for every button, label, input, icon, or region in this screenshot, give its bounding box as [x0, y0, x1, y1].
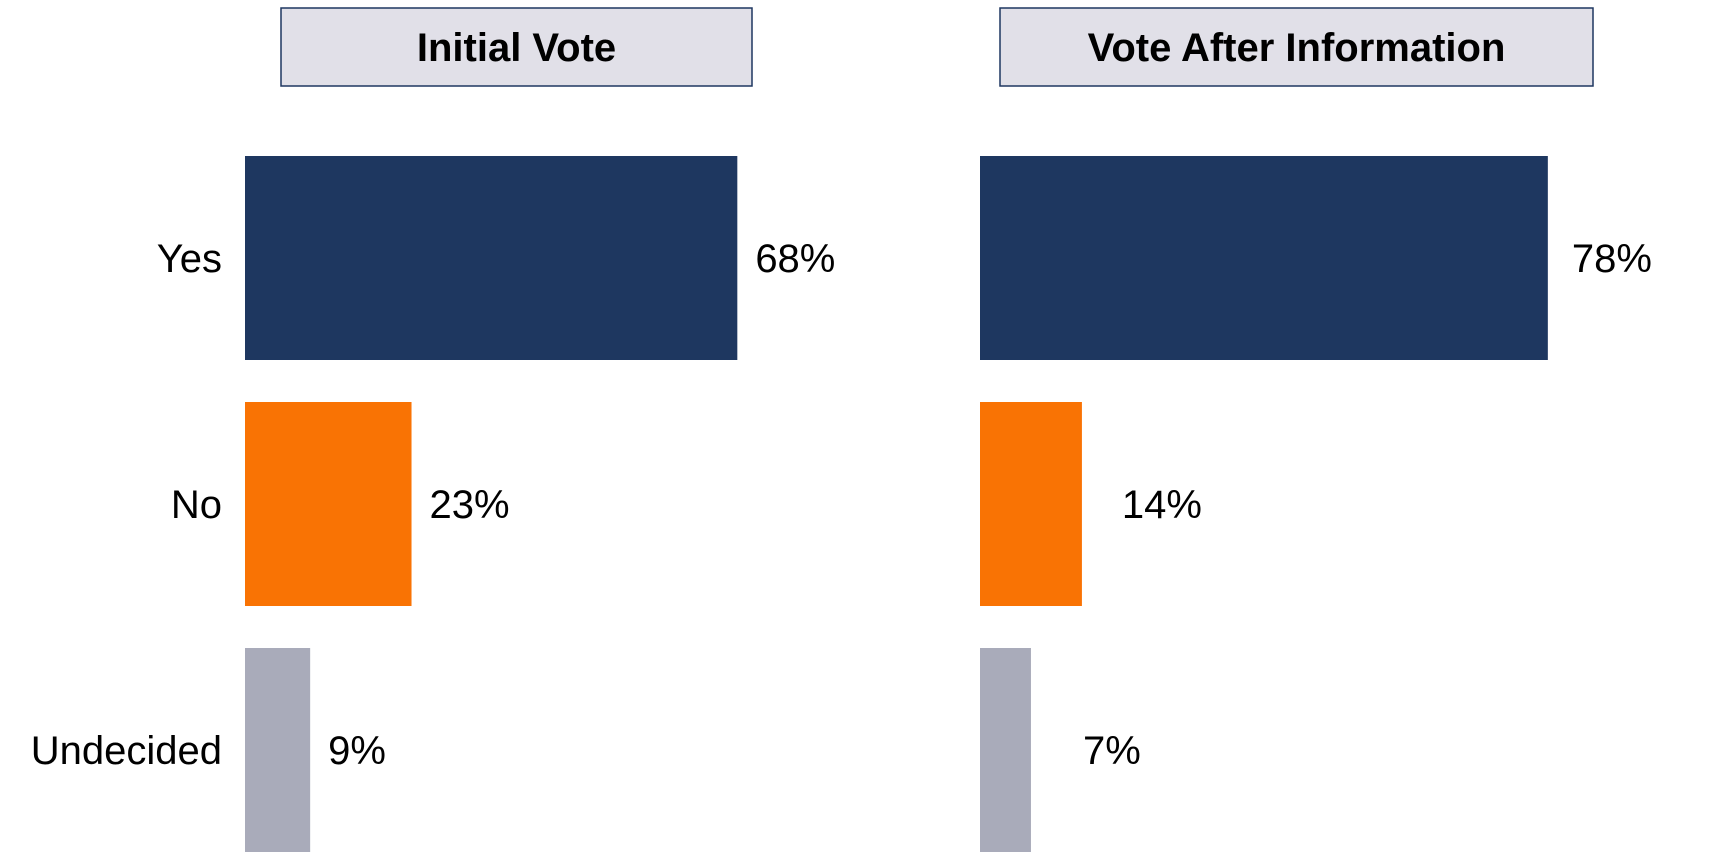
panel-title: Initial Vote: [417, 26, 616, 70]
panel-title-box: [280, 7, 753, 87]
bar-no: [980, 402, 1082, 606]
category-label-yes: Yes: [157, 237, 222, 281]
panel-title-box: [999, 7, 1594, 87]
panel-1: Initial Vote 68% 23% 9%: [245, 7, 835, 852]
value-label-no: 23%: [430, 483, 510, 527]
value-label-undecided: 7%: [1083, 729, 1141, 773]
value-label-no: 14%: [1122, 483, 1202, 527]
category-labels: Yes No Undecided: [31, 237, 222, 773]
bar-yes: [980, 156, 1548, 360]
panel-2: Vote After Information 78% 14% 7%: [980, 7, 1652, 852]
chart-panels: Initial Vote 68% 23% 9% Vote After Informati…: [245, 7, 1652, 852]
value-label-yes: 68%: [755, 237, 835, 281]
bar-yes: [245, 156, 738, 360]
category-label-undecided: Undecided: [31, 729, 222, 773]
value-label-undecided: 9%: [328, 729, 386, 773]
panel-title: Vote After Information: [1088, 26, 1506, 70]
bar-no: [245, 402, 412, 606]
value-label-yes: 78%: [1572, 237, 1652, 281]
bar-undecided: [980, 648, 1031, 852]
bar-undecided: [245, 648, 311, 852]
category-label-no: No: [171, 483, 222, 527]
